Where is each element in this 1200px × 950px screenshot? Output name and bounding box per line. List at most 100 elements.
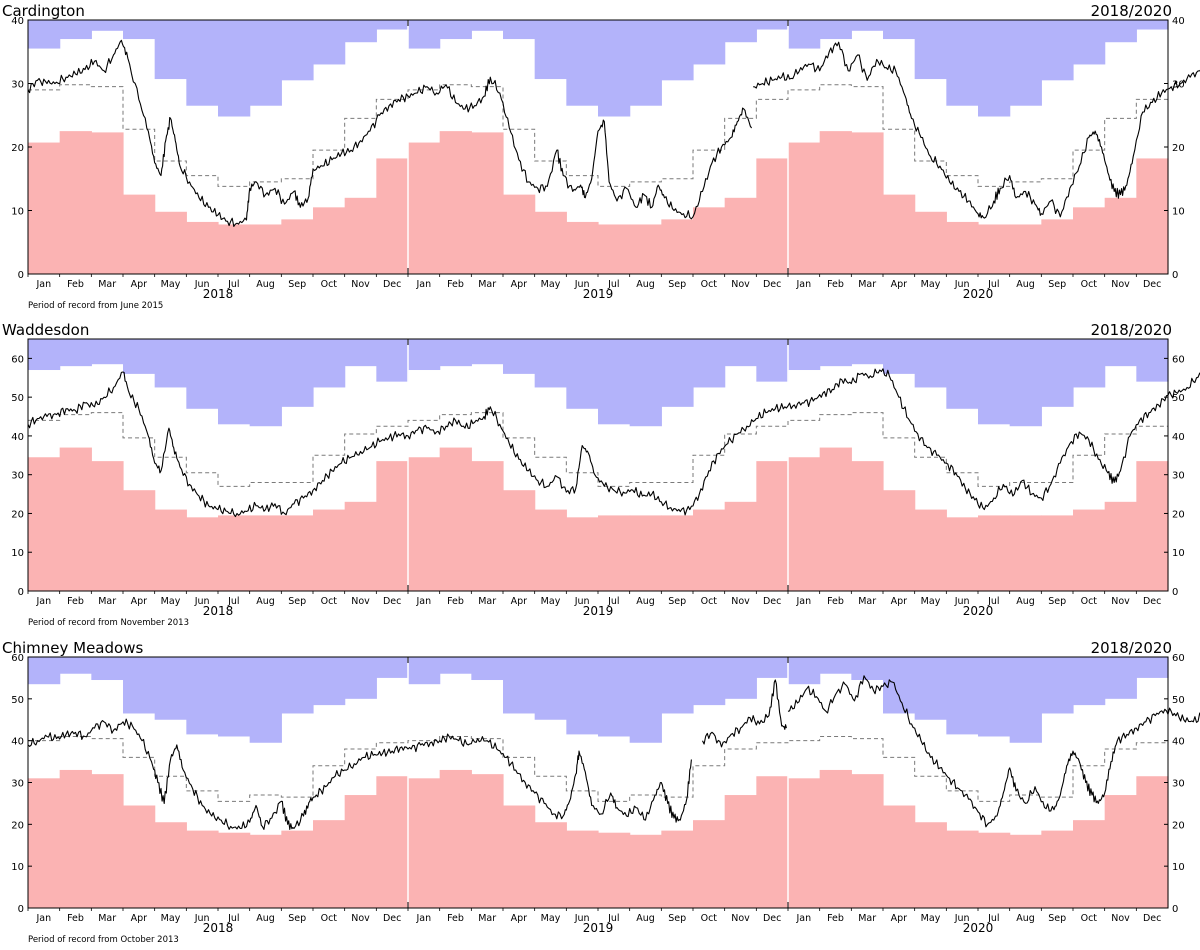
upper-band-bar (439, 20, 472, 40)
month-label: Apr (131, 279, 148, 290)
upper-band-bar (154, 20, 187, 80)
upper-band-bar (788, 20, 821, 49)
upper-band-bar (59, 20, 92, 40)
lower-band-bar (408, 778, 441, 908)
month-label: Sep (288, 279, 306, 290)
upper-band-bar (249, 339, 282, 427)
month-label: Apr (511, 913, 528, 924)
lower-band-bar (439, 769, 472, 908)
month-label: Sep (288, 913, 306, 924)
lower-band-bar (819, 131, 852, 274)
upper-band-bar (344, 657, 377, 699)
y-tick-label-right: 50 (1172, 695, 1185, 706)
month-label: Jul (987, 279, 999, 290)
month-label: Nov (351, 913, 370, 924)
month-label: May (161, 913, 181, 924)
month-label: Dec (383, 279, 401, 290)
y-tick-label-right: 0 (1172, 587, 1178, 598)
upper-band-bar (503, 339, 536, 374)
upper-band-bar (28, 20, 61, 49)
month-label: Jun (574, 596, 590, 607)
month-label: May (921, 913, 941, 924)
y-tick-label-left: 10 (11, 548, 24, 559)
lower-band-bar (28, 778, 61, 908)
upper-band-bar (598, 20, 631, 117)
upper-band-bar (313, 657, 346, 706)
month-label: Oct (701, 596, 718, 607)
month-label: Oct (701, 279, 718, 290)
y-tick-label-left: 20 (11, 509, 24, 520)
lower-band-bar (408, 142, 441, 274)
lower-band-bar (756, 461, 789, 591)
upper-band-bar (534, 657, 567, 720)
y-tick-label-right: 0 (1172, 904, 1178, 915)
observed-series-line (27, 368, 1200, 518)
year-label: 2019 (583, 287, 614, 301)
year-label: 2018 (203, 921, 234, 935)
lower-band-bar (1009, 834, 1042, 908)
month-label: Mar (98, 596, 116, 607)
upper-band-bar (408, 20, 441, 49)
lower-band-bar (851, 132, 884, 274)
lower-band-bar (1073, 509, 1106, 591)
month-label: Jul (607, 279, 619, 290)
month-label: Jul (987, 596, 999, 607)
lower-band-bar (313, 207, 346, 274)
upper-band-bar (598, 657, 631, 737)
upper-band-bar (724, 339, 757, 367)
y-tick-label-right: 10 (1172, 207, 1185, 218)
lower-band-bar (914, 211, 947, 274)
lower-band-bar (471, 774, 504, 908)
lower-band-bar (534, 822, 567, 908)
upper-band-bar (344, 20, 377, 43)
lower-band-bar (218, 515, 251, 591)
month-label: Jan (416, 279, 432, 290)
y-tick-label-left: 50 (11, 393, 24, 404)
y-tick-label-right: 10 (1172, 548, 1185, 559)
upper-band-bar (154, 657, 187, 720)
upper-band-bar (693, 657, 726, 706)
upper-band-bar (819, 339, 852, 367)
lower-band-bar (566, 221, 599, 274)
y-tick-label-left: 0 (18, 904, 24, 915)
upper-band-bar (249, 20, 282, 106)
lower-band-bar (123, 805, 156, 908)
upper-band-bar (1009, 20, 1042, 106)
month-label: Jun (954, 913, 970, 924)
month-label: May (161, 279, 181, 290)
lower-band-bar (566, 830, 599, 908)
lower-band-bar (788, 457, 821, 591)
month-label: Jul (607, 913, 619, 924)
month-label: Nov (731, 596, 750, 607)
upper-band-bar (1009, 339, 1042, 427)
month-label: Jan (36, 279, 52, 290)
lower-band-bar (788, 142, 821, 274)
upper-band-bar (344, 339, 377, 367)
lower-band-bar (566, 517, 599, 591)
lower-band-bar (154, 211, 187, 274)
lower-band-bar (851, 461, 884, 591)
lower-band-bar (693, 820, 726, 908)
lower-band-bar (503, 194, 536, 274)
lower-band-bar (123, 194, 156, 274)
upper-band-bar (1104, 339, 1137, 367)
observed-series-line (702, 679, 787, 748)
y-tick-label-left: 0 (18, 270, 24, 281)
month-label: Mar (478, 279, 496, 290)
month-label: Apr (511, 279, 528, 290)
upper-band-bar (1073, 339, 1106, 388)
upper-band-bar (566, 20, 599, 106)
y-tick-label-right: 60 (1172, 653, 1185, 664)
year-label: 2018 (203, 604, 234, 618)
upper-band-bar (439, 339, 472, 367)
y-tick-label-right: 20 (1172, 820, 1185, 831)
month-label: Mar (98, 279, 116, 290)
upper-band-bar (598, 339, 631, 425)
lower-band-bar (819, 447, 852, 591)
y-tick-label-left: 30 (11, 779, 24, 790)
upper-band-bar (91, 20, 124, 31)
month-label: Aug (1016, 913, 1035, 924)
y-tick-label-left: 30 (11, 80, 24, 91)
y-tick-label-right: 40 (1172, 16, 1185, 27)
